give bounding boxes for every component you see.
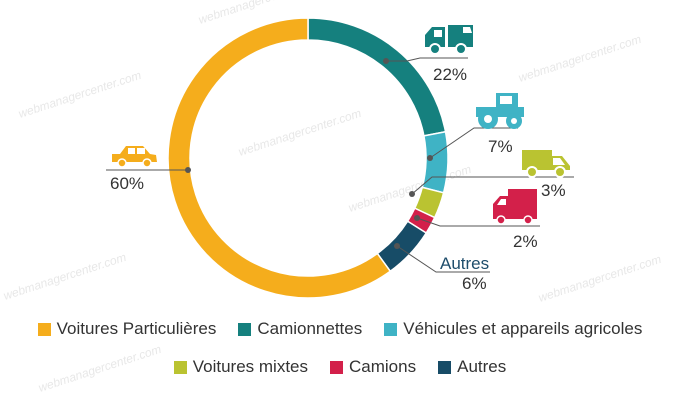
- legend-label: Voitures mixtes: [192, 357, 309, 376]
- watermark: webmanagercenter.com: [237, 106, 363, 159]
- watermark: webmanagercenter.com: [347, 162, 473, 215]
- legend-label: Véhicules et appareils agricoles: [403, 319, 643, 338]
- leader-dots: [185, 58, 433, 249]
- legend-swatch: [438, 360, 452, 374]
- data-label-autres: 6%: [462, 274, 487, 293]
- leader-dot: [383, 58, 389, 64]
- data-label-voitures: 60%: [110, 174, 144, 193]
- legend-item: Autres: [438, 357, 506, 377]
- legend-label: Camions: [349, 357, 417, 376]
- legend-row-2: Voitures mixtes Camions Autres: [0, 357, 680, 377]
- watermark: webmanagercenter.com: [17, 68, 143, 121]
- legend-label: Camionnettes: [257, 319, 363, 338]
- legend-row-1: Voitures Particulières Camionnettes Véhi…: [0, 319, 680, 339]
- legend-item: Voitures mixtes: [173, 357, 309, 377]
- leader-line-mixtes: [411, 176, 574, 195]
- legend-swatch: [238, 322, 252, 336]
- legend-item: Camionnettes: [238, 319, 362, 339]
- watermark: webmanagercenter.com: [2, 250, 128, 303]
- data-label-agricoles: 7%: [488, 137, 513, 156]
- slice-voitures: [167, 17, 392, 299]
- leader-dot: [185, 167, 191, 173]
- legend-swatch: [173, 360, 187, 374]
- truck-icon: [493, 189, 537, 225]
- data-label-mixtes: 3%: [541, 181, 566, 200]
- data-label-camionnettes: 22%: [433, 65, 467, 84]
- watermark: webmanagercenter.com: [517, 32, 643, 85]
- leader-line-camions: [416, 217, 540, 227]
- leader-lines: [106, 57, 574, 273]
- legend-swatch: [330, 360, 344, 374]
- legend-label: Autres: [457, 357, 507, 376]
- data-label-camions: 2%: [513, 232, 538, 251]
- watermark: webmanagercenter.com: [537, 252, 663, 305]
- car-icon: [112, 146, 157, 168]
- slice-agricoles: [421, 130, 449, 194]
- legend-label: Voitures Particulières: [56, 319, 217, 338]
- leader-line-agricoles: [429, 127, 518, 159]
- legend-item: Voitures Particulières: [37, 319, 217, 339]
- van-icon: [425, 25, 473, 55]
- legend-item: Camions: [330, 357, 416, 377]
- leader-dot: [409, 191, 415, 197]
- small-van-icon: [522, 150, 570, 178]
- legend-item: Véhicules et appareils agricoles: [384, 319, 642, 339]
- leader-line-autres: [396, 245, 490, 273]
- tractor-icon: [476, 93, 524, 129]
- legend-swatch: [37, 322, 51, 336]
- leader-dot: [427, 155, 433, 161]
- leader-dot: [394, 243, 400, 249]
- callout-label-autres: Autres: [440, 254, 489, 273]
- legend-swatch: [384, 322, 398, 336]
- leader-line-camionnettes: [386, 57, 468, 62]
- slices-group: [167, 17, 449, 299]
- leader-dot: [414, 215, 420, 221]
